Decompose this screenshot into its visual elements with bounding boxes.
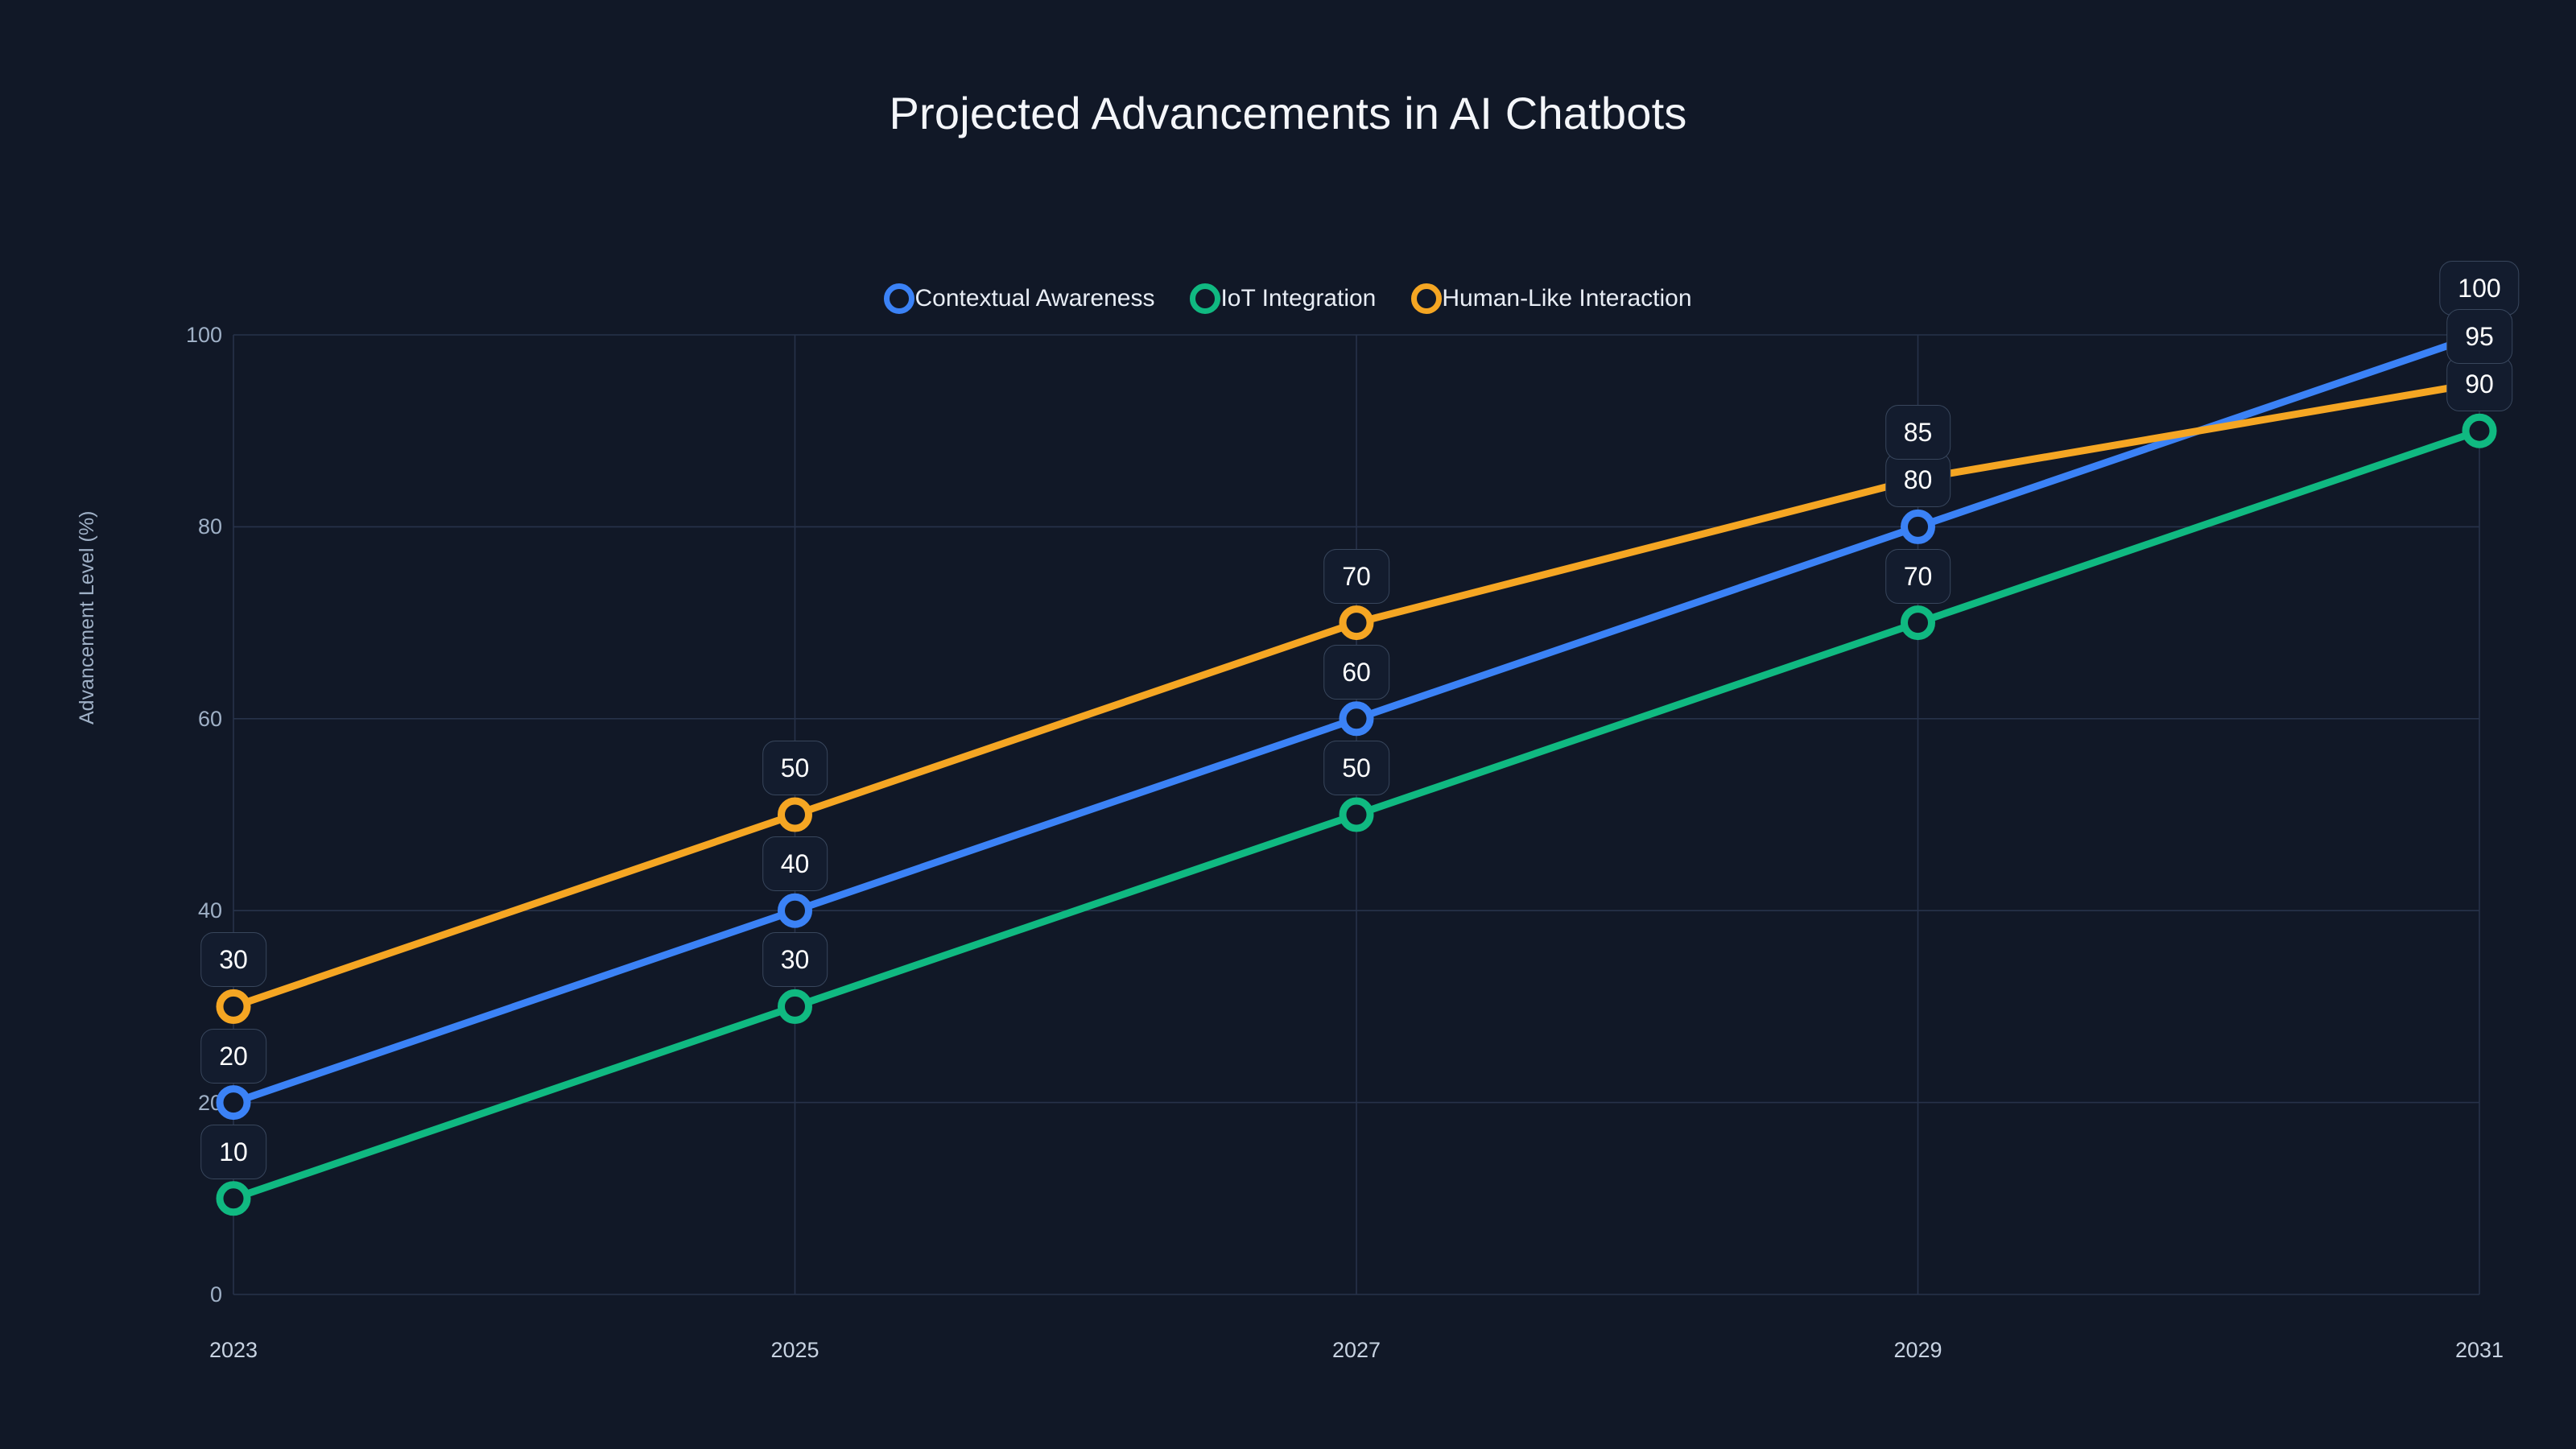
data-point-label: 95 [2446, 308, 2512, 364]
y-axis-tick-label: 0 [209, 1282, 222, 1307]
data-point-label: 90 [2446, 357, 2512, 412]
ring-marker-icon [1190, 283, 1221, 314]
data-point-label: 40 [762, 836, 828, 892]
chart-legend: Contextual Awareness IoT Integration Human… [0, 283, 2576, 314]
data-point-label: 85 [1885, 404, 1951, 460]
legend-item-label: Contextual Awareness [914, 285, 1155, 312]
y-axis-tick-label: 40 [197, 898, 222, 923]
legend-item-label: IoT Integration [1220, 285, 1377, 312]
data-point-marker[interactable] [2462, 413, 2497, 448]
data-point-label: 70 [1885, 548, 1951, 604]
x-axis-tick-label: 2029 [1893, 1338, 1942, 1362]
data-point-label: 60 [1323, 644, 1389, 700]
data-point-marker[interactable] [1901, 509, 1935, 544]
y-axis-tick-label: 60 [197, 706, 222, 731]
data-point-marker[interactable] [216, 1085, 251, 1121]
data-point-label: 100 [2439, 261, 2520, 316]
plot-area [216, 317, 2497, 1295]
y-axis-tick-label: 100 [185, 323, 222, 347]
legend-item-1[interactable]: IoT Integration [1190, 283, 1376, 314]
data-point-label: 50 [762, 741, 828, 795]
data-point-marker[interactable] [778, 989, 812, 1024]
page-title: Projected Advancements in AI Chatbots [889, 88, 1687, 138]
data-point-marker[interactable] [1901, 605, 1935, 641]
data-point-label: 10 [200, 1124, 266, 1179]
data-point-marker[interactable] [1339, 701, 1374, 737]
ring-marker-icon [1411, 283, 1443, 314]
y-axis-tick-label: 80 [197, 514, 222, 539]
line-chart-svg [216, 317, 2497, 1295]
data-point-label: 30 [762, 932, 828, 988]
y-axis-title: Advancement Level (%) [76, 510, 98, 724]
data-point-label: 80 [1885, 452, 1951, 508]
legend-item-2[interactable]: Human-Like Interaction [1411, 283, 1692, 314]
x-axis-tick-label: 2027 [1331, 1338, 1381, 1362]
data-point-marker[interactable] [778, 797, 812, 832]
data-point-marker[interactable] [778, 893, 812, 928]
data-point-marker[interactable] [1339, 605, 1374, 641]
data-point-marker[interactable] [216, 989, 251, 1024]
data-point-label: 30 [200, 932, 266, 988]
x-axis-tick-label: 2023 [208, 1338, 258, 1362]
ring-marker-icon [884, 283, 915, 314]
data-point-marker[interactable] [216, 1181, 251, 1216]
x-axis-tick-label: 2031 [2454, 1338, 2504, 1362]
legend-item-0[interactable]: Contextual Awareness [884, 283, 1154, 314]
data-point-label: 70 [1323, 548, 1389, 604]
legend-item-label: Human-Like Interaction [1442, 285, 1692, 312]
data-point-label: 20 [200, 1028, 266, 1084]
data-point-label: 50 [1323, 741, 1389, 795]
data-point-marker[interactable] [1339, 797, 1374, 832]
x-axis-tick-label: 2025 [770, 1338, 819, 1362]
